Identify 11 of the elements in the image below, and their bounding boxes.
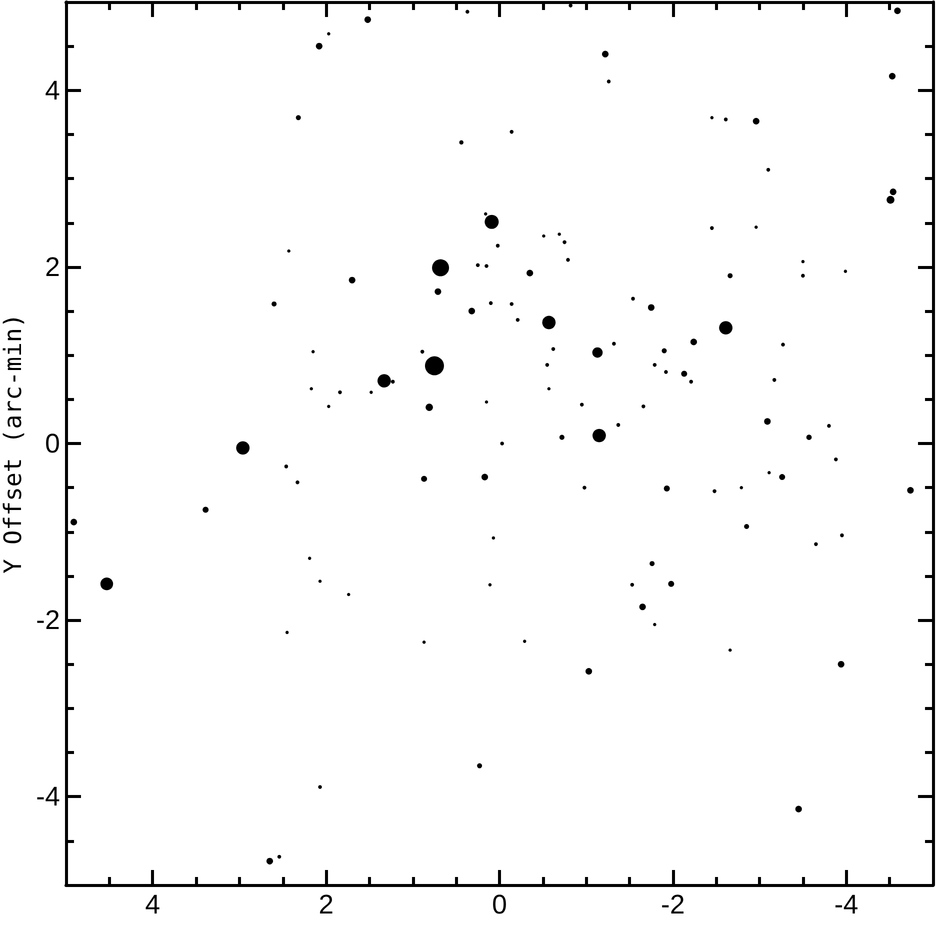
y-axis-title: Y Offset (arc-min) [0,313,28,574]
x-tick-label: 4 [145,890,160,920]
y-tick-label: -4 [36,782,60,812]
x-tick-label: 2 [318,890,334,920]
x-tick-label: 0 [492,890,508,920]
y-tick-label: 2 [44,252,60,282]
x-tick-label: -4 [834,890,858,920]
y-tick-label: 0 [44,428,60,458]
y-tick-label: 4 [44,75,60,106]
x-tick-label: -2 [660,890,685,920]
y-tick-label: -2 [36,605,60,636]
